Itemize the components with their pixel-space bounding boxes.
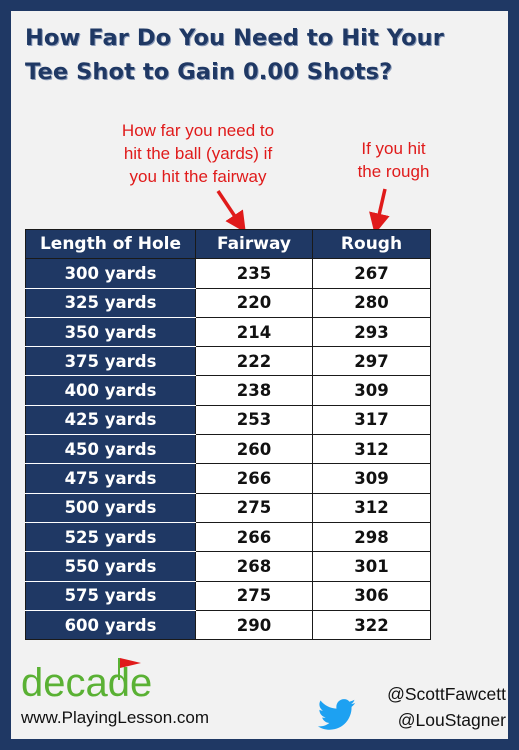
table-row: 400 yards 238 309 [25, 375, 431, 406]
table-row: 500 yards 275 312 [25, 492, 431, 523]
hole-length-cell: 300 yards [25, 258, 196, 289]
hole-length-cell: 550 yards [25, 551, 196, 582]
table-row: 350 yards 214 293 [25, 316, 431, 348]
rough-distance-cell: 309 [312, 463, 431, 494]
table-row: 575 yards 275 306 [25, 580, 431, 611]
table-row: 425 yards 253 317 [25, 404, 431, 436]
rough-distance-cell: 301 [312, 551, 431, 582]
fairway-distance-cell: 214 [195, 316, 313, 348]
fairway-distance-cell: 235 [195, 258, 313, 289]
rough-distance-cell: 297 [312, 346, 431, 377]
handle-scott[interactable]: @ScottFawcett [387, 684, 506, 704]
rough-distance-cell: 312 [312, 492, 431, 523]
page-title: How Far Do You Need to Hit Your Tee Shot… [25, 21, 500, 89]
fairway-distance-cell: 275 [195, 580, 313, 611]
fairway-distance-cell: 268 [195, 551, 313, 582]
table-row: 600 yards 290 322 [25, 609, 431, 641]
hole-length-cell: 400 yards [25, 375, 196, 406]
fairway-distance-cell: 222 [195, 346, 313, 377]
fairway-distance-cell: 290 [195, 609, 313, 641]
fairway-distance-cell: 266 [195, 463, 313, 494]
fairway-distance-cell: 266 [195, 521, 313, 553]
rough-annotation-line: If you hit [361, 139, 426, 158]
hole-length-cell: 525 yards [25, 521, 196, 553]
rough-distance-cell: 312 [312, 434, 431, 465]
rough-distance-cell: 322 [312, 609, 431, 641]
hole-length-cell: 575 yards [25, 580, 196, 611]
rough-distance-cell: 306 [312, 580, 431, 611]
rough-annotation-line: the rough [357, 162, 430, 181]
table-row: 325 yards 220 280 [25, 287, 431, 318]
rough-arrow [369, 188, 390, 235]
fairway-annotation-line: you hit the fairway [129, 167, 267, 186]
hole-length-cell: 425 yards [25, 404, 196, 436]
social-handles: @ScottFawcett @LouStagner [366, 681, 506, 733]
website-link[interactable]: www.PlayingLesson.com [21, 708, 210, 727]
title-line-2: Tee Shot to Gain 0.00 Shots? [25, 59, 393, 85]
fairway-annotation-line: How far you need to [121, 121, 275, 140]
table-row: 550 yards 268 301 [25, 551, 431, 582]
infographic-card: How Far Do You Need to Hit Your Tee Shot… [11, 11, 508, 739]
hole-length-cell: 450 yards [25, 434, 196, 465]
hole-length-cell: 500 yards [25, 492, 196, 523]
golf-flag-icon [118, 658, 141, 680]
table-row: 450 yards 260 312 [25, 434, 431, 465]
hole-length-cell: 325 yards [25, 287, 196, 318]
fairway-distance-cell: 275 [195, 492, 313, 523]
decade-logo: decade [21, 661, 153, 705]
title-line-1: How Far Do You Need to Hit Your [25, 25, 444, 51]
column-header-length: Length of Hole [25, 228, 196, 260]
rough-distance-cell: 317 [312, 404, 431, 436]
rough-distance-cell: 267 [312, 258, 431, 289]
fairway-distance-cell: 253 [195, 404, 313, 436]
table-row: 475 yards 266 309 [25, 463, 431, 494]
twitter-bird-icon [317, 699, 356, 730]
handle-lou[interactable]: @LouStagner [397, 710, 506, 730]
fairway-distance-cell: 260 [195, 434, 313, 465]
table-header-row: Length of Hole Fairway Rough [25, 228, 431, 260]
hole-length-cell: 350 yards [25, 316, 196, 348]
rough-annotation: If you hit the rough [341, 137, 446, 183]
table-row: 375 yards 222 297 [25, 346, 431, 377]
hole-length-cell: 475 yards [25, 463, 196, 494]
rough-distance-cell: 309 [312, 375, 431, 406]
hole-length-cell: 600 yards [25, 609, 196, 641]
fairway-distance-cell: 238 [195, 375, 313, 406]
fairway-annotation: How far you need to hit the ball (yards)… [103, 119, 293, 188]
column-header-fairway: Fairway [195, 228, 313, 260]
table-row: 525 yards 266 298 [25, 521, 431, 553]
rough-distance-cell: 298 [312, 521, 431, 553]
fairway-distance-cell: 220 [195, 287, 313, 318]
distance-table: Length of Hole Fairway Rough 300 yards 23… [25, 228, 431, 641]
column-header-rough: Rough [312, 228, 431, 260]
table-row: 300 yards 235 267 [25, 258, 431, 289]
rough-distance-cell: 280 [312, 287, 431, 318]
fairway-annotation-line: hit the ball (yards) if [123, 144, 273, 163]
rough-distance-cell: 293 [312, 316, 431, 348]
hole-length-cell: 375 yards [25, 346, 196, 377]
fairway-arrow [216, 190, 246, 233]
